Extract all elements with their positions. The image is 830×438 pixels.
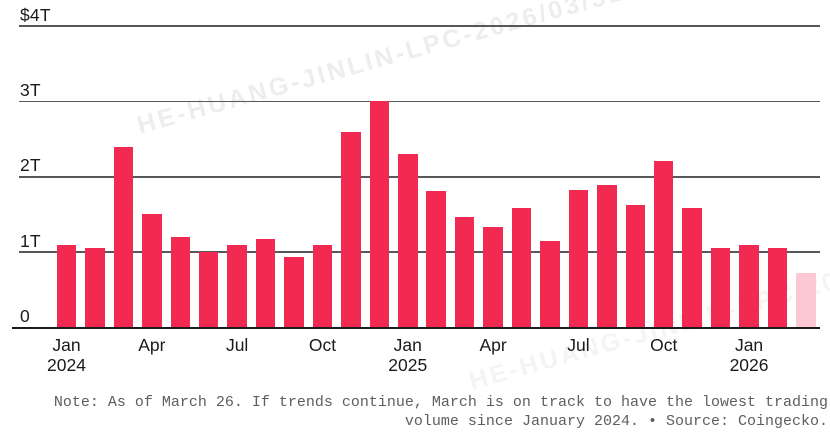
bar-apr-2025 xyxy=(483,227,503,328)
bar-jun-2025 xyxy=(540,240,560,328)
gridline-1T xyxy=(19,251,820,253)
x-axis-label-line: Apr xyxy=(479,335,507,355)
y-axis-label-4t: $4T xyxy=(20,4,51,25)
bar-may-2024 xyxy=(170,237,190,328)
bar-mar-2024 xyxy=(113,146,134,328)
bar-sep-2024 xyxy=(284,256,304,328)
bar-apr-2024 xyxy=(142,214,162,328)
x-axis-label-oct: Oct xyxy=(632,335,696,356)
bar-aug-2025 xyxy=(597,185,617,328)
x-axis-label-jan-2024: Jan 2024 xyxy=(35,335,99,375)
x-axis-label-line: Apr xyxy=(138,335,166,355)
bar-feb-2025 xyxy=(426,191,446,328)
x-axis-label-line: Jan xyxy=(734,335,764,355)
bar-jan-2025 xyxy=(398,154,418,328)
x-axis-label-apr: Apr xyxy=(120,335,184,356)
footnote-line-1: Note: As of March 26. If trends continue… xyxy=(53,394,828,411)
y-axis-label-2t: 2T xyxy=(20,155,41,176)
x-axis-label-line: 2025 xyxy=(388,354,428,375)
gridline-3T xyxy=(19,100,820,103)
x-axis-label-jul: Jul xyxy=(546,335,610,356)
bar-aug-2024 xyxy=(255,238,276,328)
y-axis-label-3t: 3T xyxy=(20,79,41,100)
x-axis-baseline xyxy=(12,326,820,329)
footnote: Note: As of March 26. If trends continue… xyxy=(28,394,828,431)
bar-jan-2024 xyxy=(56,244,77,328)
watermark-text: HE-HUANG-JINLIN-LPC-2026/03/31 11: xyxy=(134,0,680,140)
bar-oct-2024 xyxy=(312,244,333,328)
bar-feb-2024 xyxy=(85,248,105,328)
gridline-$4T xyxy=(19,25,820,27)
bar-nov-2024 xyxy=(341,131,361,328)
y-axis-label-0: 0 xyxy=(20,306,30,326)
y-axis-label-1t: 1T xyxy=(20,230,41,251)
x-axis-label-oct: Oct xyxy=(290,335,354,356)
bar-jan-2026 xyxy=(739,244,759,328)
x-axis-label-line: Jul xyxy=(567,335,590,355)
bar-dec-2025 xyxy=(710,248,731,328)
bar-may-2025 xyxy=(511,208,532,328)
bar-jun-2024 xyxy=(198,252,219,328)
bar-feb-2026 xyxy=(767,247,788,328)
bar-jul-2025 xyxy=(568,190,589,328)
footnote-line-2: volume since January 2024. • Source: Coi… xyxy=(404,412,828,430)
bar-mar-2026 xyxy=(796,273,816,328)
bar-mar-2025 xyxy=(454,217,475,328)
gridline-2T xyxy=(19,176,820,178)
x-axis-label-line: 2026 xyxy=(729,354,769,375)
x-axis-label-line: Oct xyxy=(650,335,678,355)
x-axis-label-jan-2026: Jan 2026 xyxy=(717,335,781,375)
bar-dec-2024 xyxy=(369,101,390,328)
bar-oct-2025 xyxy=(653,160,674,328)
x-axis-label-apr: Apr xyxy=(461,335,525,356)
x-axis-label-line: 2024 xyxy=(47,354,86,375)
bar-nov-2025 xyxy=(682,207,702,328)
bar-jul-2024 xyxy=(227,245,247,328)
x-axis-label-line: Jan xyxy=(393,335,422,355)
x-axis-label-jul: Jul xyxy=(205,335,269,356)
x-axis-label-line: Jul xyxy=(225,335,249,355)
bar-sep-2025 xyxy=(625,205,646,328)
x-axis-label-line: Jan xyxy=(52,335,81,355)
x-axis-label-jan-2025: Jan 2025 xyxy=(376,335,440,375)
x-axis-label-line: Oct xyxy=(308,335,337,355)
